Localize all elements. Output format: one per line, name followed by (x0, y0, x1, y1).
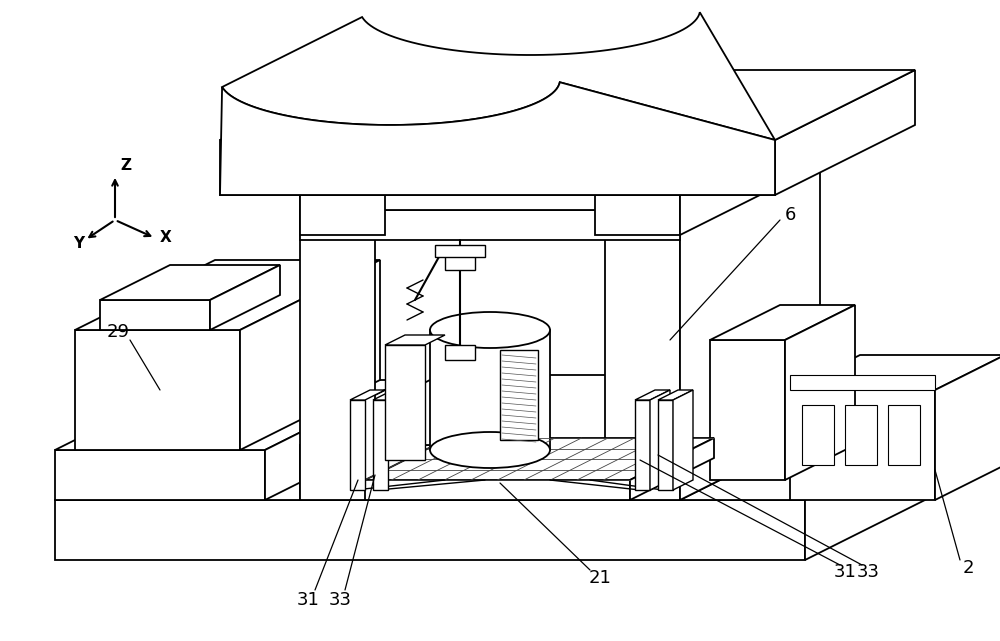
Polygon shape (802, 405, 834, 465)
Polygon shape (300, 100, 515, 170)
Polygon shape (790, 390, 935, 500)
Polygon shape (55, 380, 405, 450)
Polygon shape (888, 405, 920, 465)
Polygon shape (710, 305, 855, 340)
Ellipse shape (430, 312, 550, 348)
Polygon shape (595, 125, 820, 195)
Polygon shape (710, 340, 785, 480)
Polygon shape (673, 390, 693, 490)
Polygon shape (300, 445, 680, 500)
Polygon shape (658, 400, 673, 490)
Polygon shape (775, 70, 915, 195)
Polygon shape (790, 375, 935, 390)
Polygon shape (650, 390, 670, 490)
Text: 2: 2 (962, 559, 974, 577)
Polygon shape (385, 335, 445, 345)
Polygon shape (605, 170, 680, 500)
Text: 33: 33 (856, 563, 880, 581)
Polygon shape (350, 390, 385, 400)
Polygon shape (350, 400, 365, 490)
Polygon shape (845, 405, 877, 465)
Polygon shape (240, 260, 380, 450)
Polygon shape (805, 430, 945, 560)
Polygon shape (435, 245, 485, 257)
Polygon shape (300, 210, 680, 240)
Polygon shape (300, 170, 375, 500)
Polygon shape (55, 430, 945, 500)
Polygon shape (265, 380, 405, 500)
Polygon shape (220, 82, 775, 195)
Polygon shape (222, 12, 775, 140)
Text: 33: 33 (329, 591, 352, 609)
Polygon shape (100, 265, 280, 300)
Polygon shape (658, 390, 693, 400)
Polygon shape (595, 195, 680, 235)
Polygon shape (220, 140, 775, 195)
Polygon shape (100, 300, 210, 330)
Polygon shape (790, 355, 1000, 390)
Text: Y: Y (73, 236, 84, 251)
Polygon shape (445, 250, 475, 270)
Polygon shape (220, 70, 915, 140)
Polygon shape (75, 330, 240, 450)
Polygon shape (55, 450, 265, 500)
Polygon shape (75, 260, 380, 330)
Polygon shape (680, 100, 820, 500)
Polygon shape (300, 375, 820, 445)
Polygon shape (385, 345, 425, 460)
Polygon shape (635, 390, 670, 400)
Polygon shape (445, 345, 475, 360)
Text: Z: Z (120, 158, 131, 173)
Text: 6: 6 (784, 206, 796, 224)
Polygon shape (210, 265, 280, 330)
Polygon shape (500, 350, 538, 440)
Polygon shape (365, 480, 630, 500)
Polygon shape (935, 355, 1000, 500)
Polygon shape (300, 195, 385, 235)
Text: 21: 21 (589, 569, 611, 587)
Polygon shape (630, 438, 714, 500)
Polygon shape (373, 390, 408, 400)
Text: 29: 29 (107, 323, 130, 341)
Polygon shape (605, 100, 820, 170)
Polygon shape (430, 330, 550, 450)
Polygon shape (365, 438, 714, 480)
Polygon shape (373, 400, 388, 490)
Polygon shape (785, 305, 855, 480)
Polygon shape (300, 140, 820, 210)
Ellipse shape (430, 432, 550, 468)
Text: 31: 31 (834, 563, 856, 581)
Polygon shape (55, 500, 805, 560)
Polygon shape (680, 125, 820, 235)
Text: X: X (160, 230, 172, 245)
Polygon shape (300, 125, 525, 195)
Polygon shape (635, 400, 650, 490)
Polygon shape (680, 375, 820, 500)
Text: 31: 31 (297, 591, 319, 609)
